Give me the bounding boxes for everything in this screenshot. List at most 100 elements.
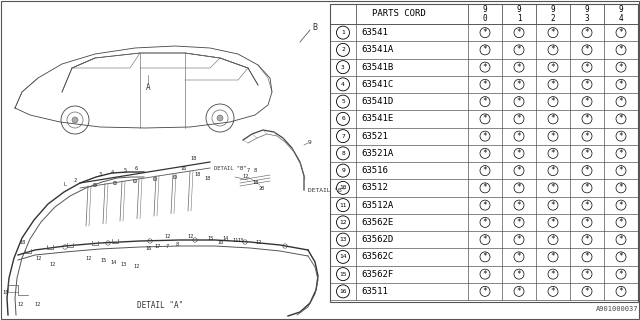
Text: *: * <box>483 45 487 54</box>
Text: *: * <box>585 183 589 192</box>
Text: *: * <box>585 235 589 244</box>
Text: 6: 6 <box>134 165 138 171</box>
Circle shape <box>616 235 626 244</box>
Text: *: * <box>483 201 487 210</box>
Circle shape <box>337 285 349 298</box>
Text: *: * <box>550 252 556 261</box>
Circle shape <box>337 216 349 229</box>
Circle shape <box>480 45 490 55</box>
Text: *: * <box>585 252 589 261</box>
Text: *: * <box>483 166 487 175</box>
Text: 14: 14 <box>339 254 347 260</box>
Circle shape <box>337 78 349 91</box>
Text: *: * <box>585 132 589 140</box>
Circle shape <box>514 235 524 244</box>
Text: 12: 12 <box>187 235 193 239</box>
Circle shape <box>616 114 626 124</box>
Text: 63521: 63521 <box>361 132 388 140</box>
Circle shape <box>514 28 524 38</box>
Circle shape <box>616 62 626 72</box>
Text: 18: 18 <box>204 177 210 181</box>
Text: 15: 15 <box>339 272 347 276</box>
Circle shape <box>67 112 83 128</box>
Text: DETAIL "A": DETAIL "A" <box>137 300 183 309</box>
Circle shape <box>514 148 524 158</box>
Text: 20: 20 <box>259 187 265 191</box>
Circle shape <box>548 79 558 89</box>
Text: *: * <box>619 132 623 140</box>
Text: *: * <box>585 270 589 279</box>
Text: 18: 18 <box>190 156 196 161</box>
Text: 16: 16 <box>180 165 186 171</box>
Text: 8: 8 <box>253 167 257 172</box>
Circle shape <box>582 217 592 228</box>
Text: 8: 8 <box>175 242 179 246</box>
Text: *: * <box>550 166 556 175</box>
Circle shape <box>514 45 524 55</box>
Text: 16: 16 <box>339 289 347 294</box>
Text: 4: 4 <box>619 14 623 23</box>
Circle shape <box>514 183 524 193</box>
Text: 9: 9 <box>341 168 345 173</box>
Circle shape <box>63 245 67 249</box>
Text: 7: 7 <box>165 244 168 249</box>
Circle shape <box>193 238 197 242</box>
Text: 18: 18 <box>194 172 200 177</box>
Text: *: * <box>516 28 522 37</box>
Text: *: * <box>550 201 556 210</box>
Text: *: * <box>516 63 522 72</box>
Text: 4: 4 <box>341 82 345 87</box>
Text: *: * <box>516 166 522 175</box>
Circle shape <box>582 252 592 262</box>
Text: 12: 12 <box>17 302 23 308</box>
Text: *: * <box>585 45 589 54</box>
Text: 63562D: 63562D <box>361 235 393 244</box>
Circle shape <box>514 62 524 72</box>
Circle shape <box>582 183 592 193</box>
Circle shape <box>548 200 558 210</box>
Circle shape <box>582 235 592 244</box>
Circle shape <box>337 181 349 194</box>
Text: *: * <box>550 63 556 72</box>
Text: 14: 14 <box>222 236 228 242</box>
Text: *: * <box>483 235 487 244</box>
Circle shape <box>283 244 287 248</box>
Text: 18: 18 <box>252 180 258 186</box>
Text: 11: 11 <box>339 203 347 208</box>
Circle shape <box>616 148 626 158</box>
Text: *: * <box>550 235 556 244</box>
Text: 10: 10 <box>339 185 347 190</box>
Text: *: * <box>516 201 522 210</box>
Text: 9: 9 <box>516 5 522 14</box>
Text: *: * <box>619 28 623 37</box>
Circle shape <box>548 28 558 38</box>
Circle shape <box>548 183 558 193</box>
Text: *: * <box>516 235 522 244</box>
Circle shape <box>173 175 177 179</box>
Text: *: * <box>550 28 556 37</box>
Circle shape <box>337 233 349 246</box>
Text: *: * <box>585 97 589 106</box>
Bar <box>330 4 638 302</box>
Circle shape <box>582 200 592 210</box>
Circle shape <box>480 183 490 193</box>
Circle shape <box>514 166 524 176</box>
Text: 2: 2 <box>550 14 556 23</box>
Text: 63541C: 63541C <box>361 80 393 89</box>
Text: *: * <box>585 166 589 175</box>
Circle shape <box>212 110 228 126</box>
Text: *: * <box>483 287 487 296</box>
Text: *: * <box>516 45 522 54</box>
Text: 7: 7 <box>341 134 345 139</box>
Circle shape <box>514 252 524 262</box>
Text: *: * <box>483 80 487 89</box>
Text: 12: 12 <box>133 265 139 269</box>
Text: 9: 9 <box>550 5 556 14</box>
Text: *: * <box>619 166 623 175</box>
Circle shape <box>514 114 524 124</box>
Circle shape <box>616 79 626 89</box>
Circle shape <box>616 252 626 262</box>
Text: *: * <box>619 287 623 296</box>
Text: 63541E: 63541E <box>361 114 393 124</box>
Circle shape <box>113 181 117 185</box>
